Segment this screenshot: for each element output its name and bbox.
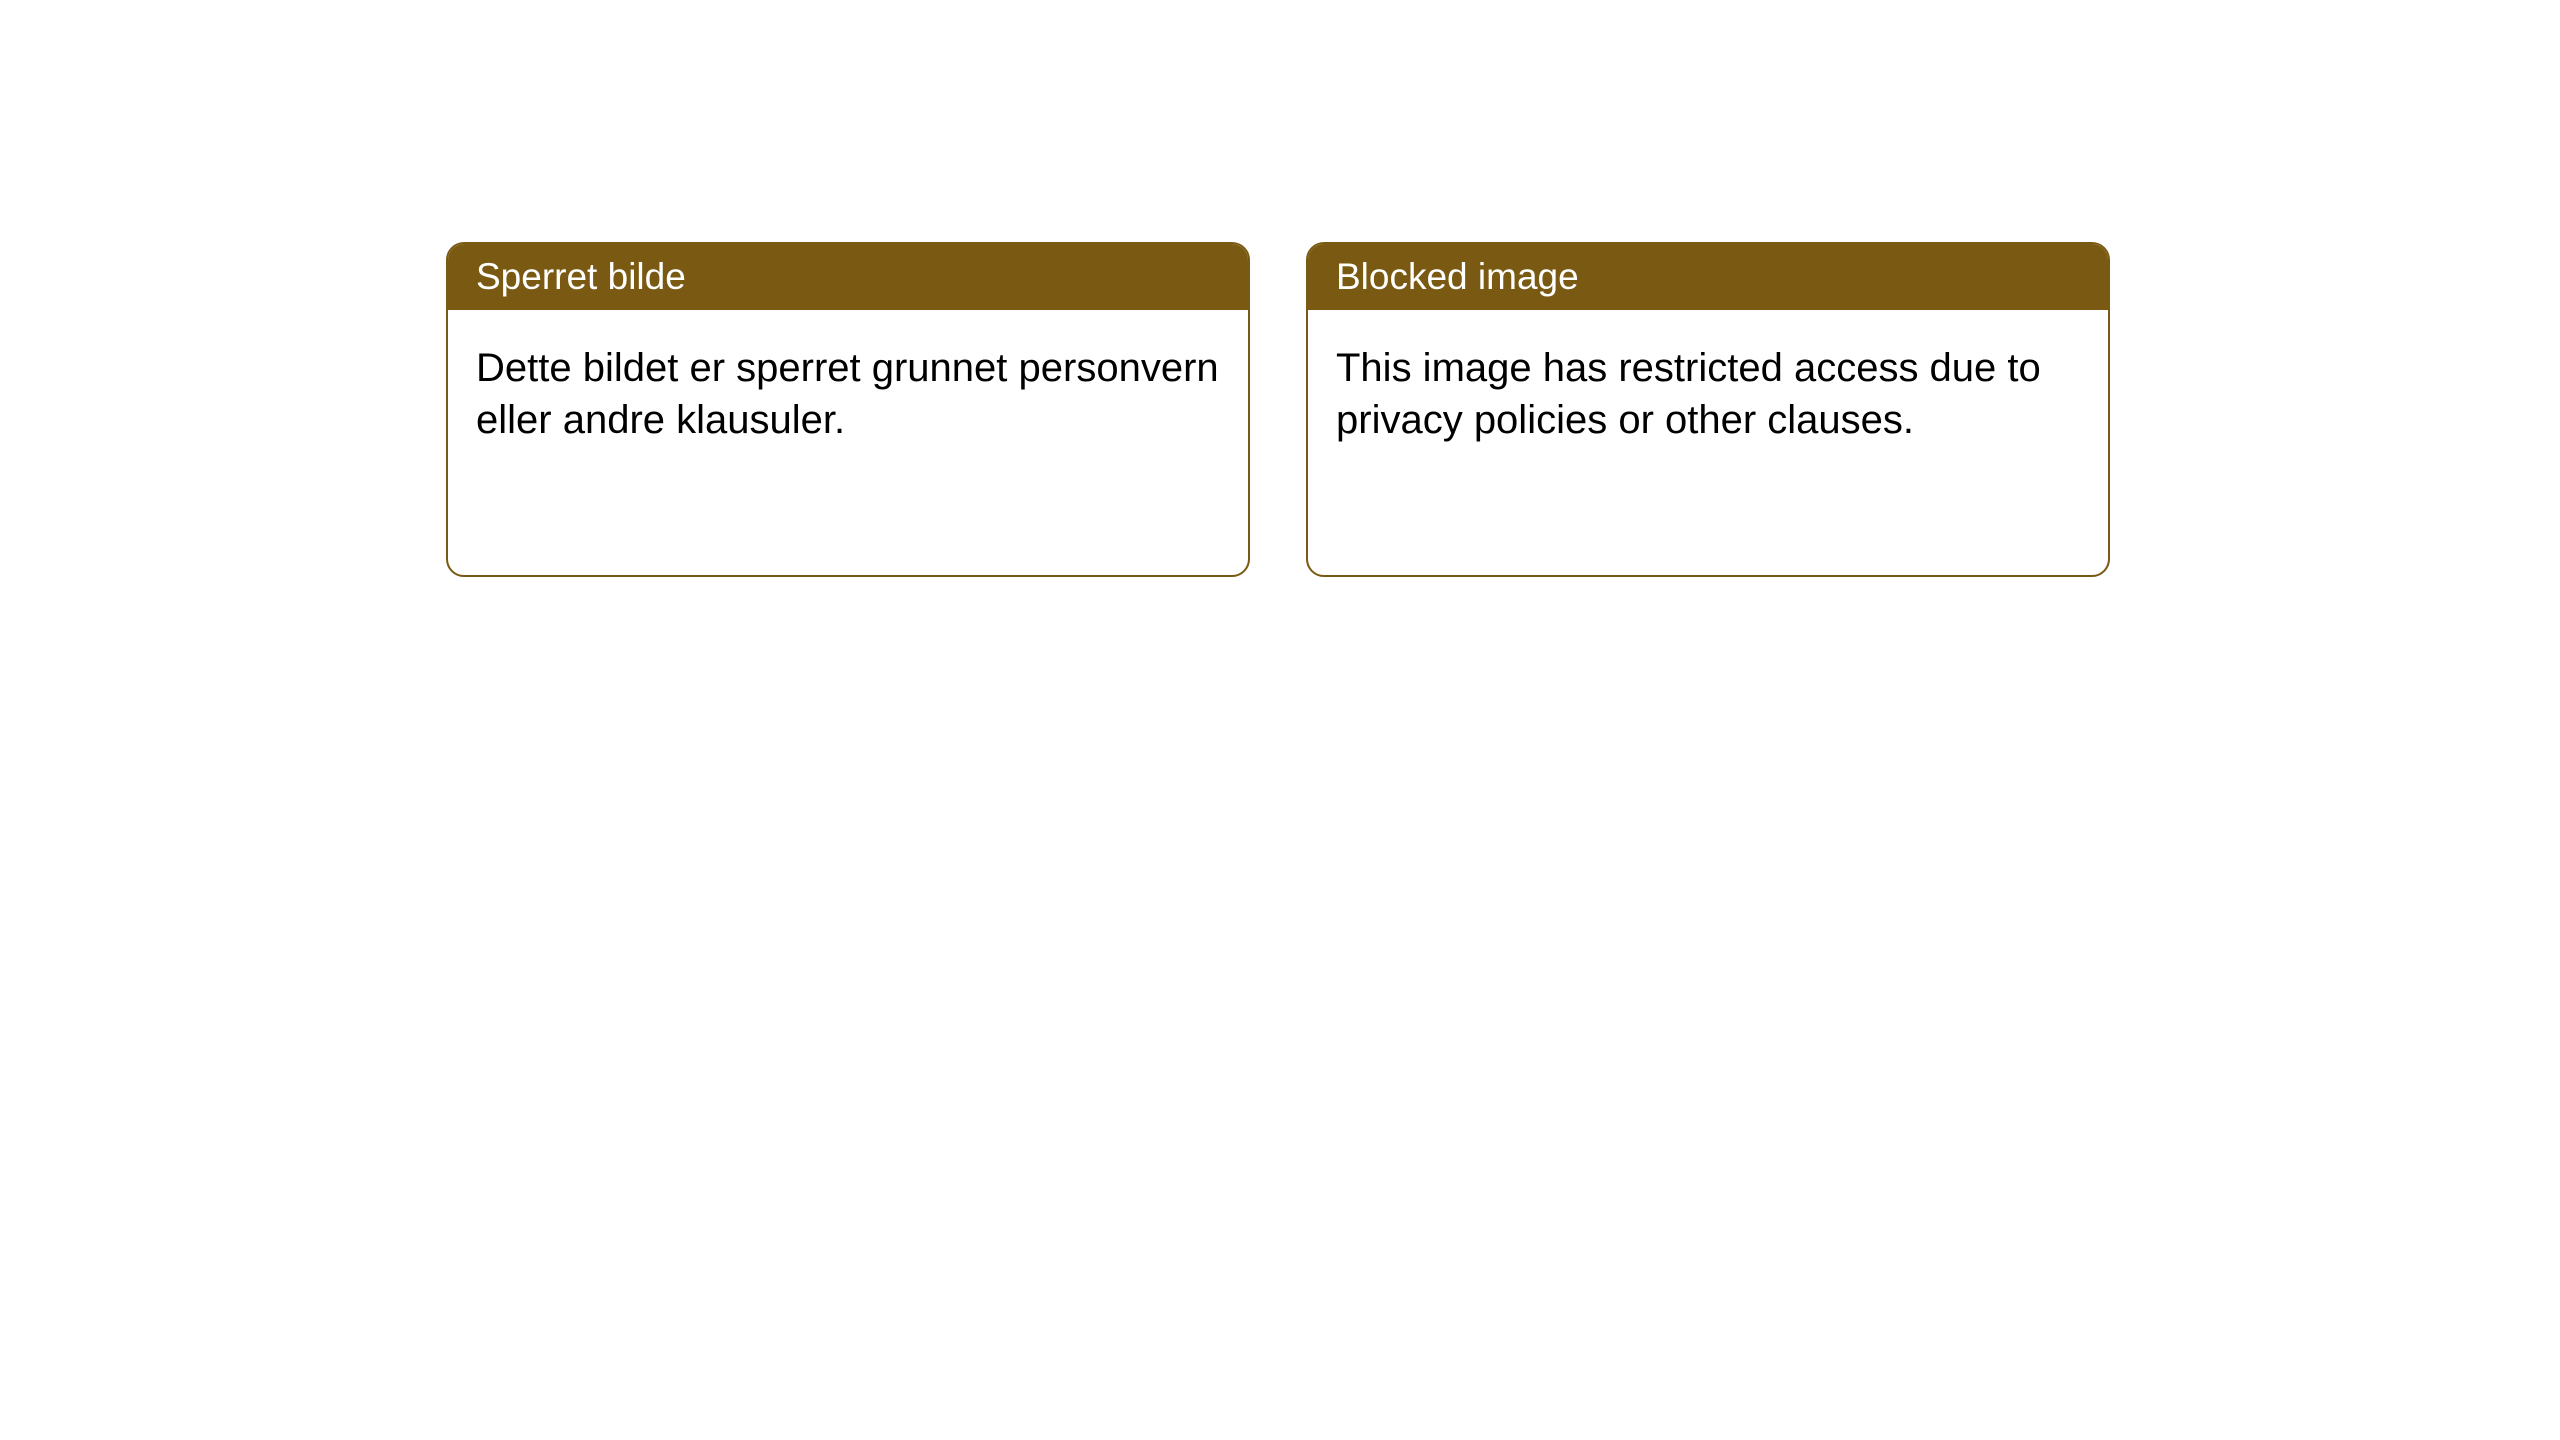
notice-card-body: This image has restricted access due to … xyxy=(1308,310,2108,478)
notice-card-body: Dette bildet er sperret grunnet personve… xyxy=(448,310,1248,478)
notice-card-header: Sperret bilde xyxy=(448,244,1248,310)
notice-card-english: Blocked image This image has restricted … xyxy=(1306,242,2110,577)
notice-container: Sperret bilde Dette bildet er sperret gr… xyxy=(446,242,2110,577)
notice-card-header: Blocked image xyxy=(1308,244,2108,310)
notice-card-norwegian: Sperret bilde Dette bildet er sperret gr… xyxy=(446,242,1250,577)
